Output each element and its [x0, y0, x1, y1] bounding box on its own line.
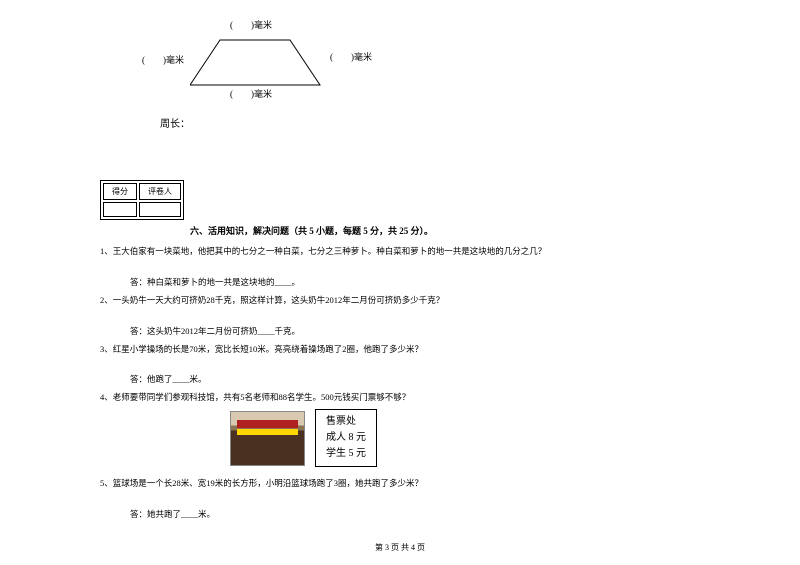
question-3: 3、红星小学操场的长是70米，宽比长短10米。亮亮绕着操场跑了2圈，他跑了多少米…	[100, 343, 700, 356]
perimeter-label: 周长：	[160, 115, 700, 130]
trap-left-label: ( )毫米	[142, 53, 184, 66]
score-cell2	[139, 202, 181, 217]
ticket-student: 学生 5 元	[326, 446, 366, 462]
trap-bottom-label: ( )毫米	[230, 87, 272, 100]
trapezoid-shape	[190, 35, 330, 90]
score-table: 得分 评卷人	[100, 180, 184, 220]
page-footer: 第 3 页 共 4 页	[0, 542, 800, 553]
question-1: 1、王大伯家有一块菜地，他把其中的七分之一种白菜，七分之三种萝卜。种白菜和萝卜的…	[100, 245, 700, 258]
score-col1: 得分	[103, 183, 137, 200]
museum-photo	[230, 411, 305, 466]
answer-3: 答：他跑了____米。	[130, 373, 700, 385]
ticket-office-box: 售票处 成人 8 元 学生 5 元	[315, 409, 377, 467]
trap-top-label: ( )毫米	[230, 18, 272, 31]
answer-2: 答：这头奶牛2012年二月份可挤奶____千克。	[130, 325, 700, 337]
answer-5: 答：她共跑了____米。	[130, 508, 700, 520]
ticket-adult: 成人 8 元	[326, 430, 366, 446]
trapezoid-diagram: ( )毫米 ( )毫米 ( )毫米 ( )毫米 周长：	[160, 20, 700, 130]
question-5: 5、篮球场是一个长28米、宽19米的长方形，小明沿篮球场跑了3圈，她共跑了多少米…	[100, 477, 700, 490]
score-col2: 评卷人	[139, 183, 181, 200]
score-cell1	[103, 202, 137, 217]
ticket-title: 售票处	[326, 414, 366, 430]
answer-1: 答：种白菜和萝卜的地一共是这块地的____。	[130, 276, 700, 288]
question-2: 2、一头奶牛一天大约可挤奶28千克，照这样计算，这头奶牛2012年二月份可挤奶多…	[100, 294, 700, 307]
trap-right-label: ( )毫米	[330, 50, 372, 63]
question-4: 4、老师要带同学们参观科技馆，共有5名老师和88名学生。500元钱买门票够不够？	[100, 391, 700, 404]
question-4-image-row: 售票处 成人 8 元 学生 5 元	[230, 409, 700, 467]
section-6-title: 六、活用知识，解决问题（共 5 小题，每题 5 分，共 25 分）。	[190, 224, 700, 237]
